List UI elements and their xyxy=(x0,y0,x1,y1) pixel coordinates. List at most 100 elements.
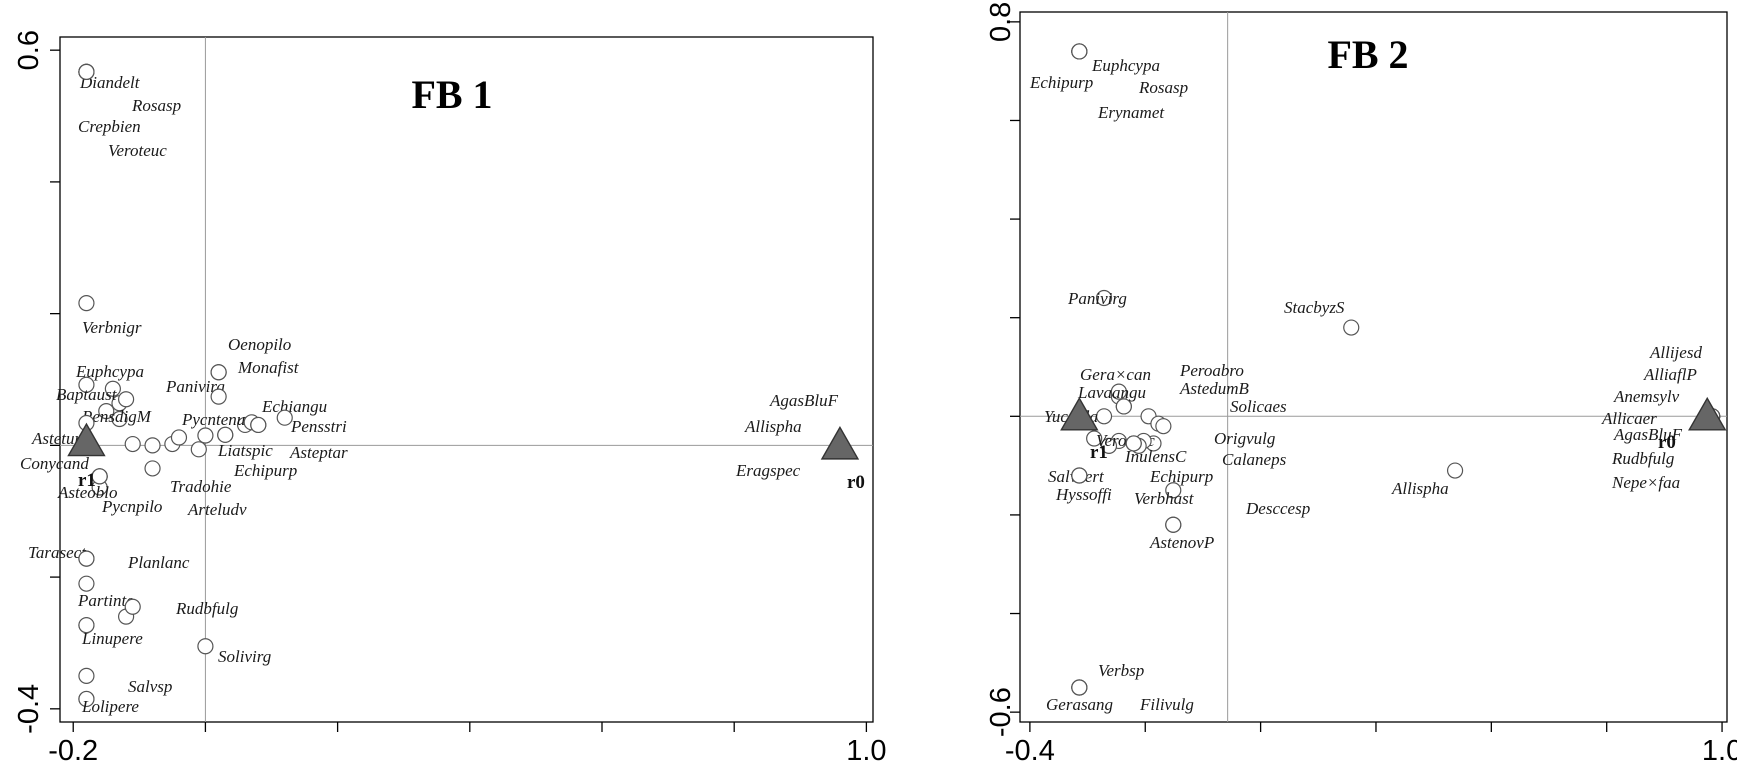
species-label: Linupere xyxy=(81,629,143,648)
species-label: AlliaflP xyxy=(1643,365,1697,384)
species-point xyxy=(104,380,121,397)
species-label: StacbyzS xyxy=(1284,298,1345,317)
species-label: Solivirg xyxy=(218,647,271,666)
species-label: Lavaangu xyxy=(1077,383,1146,402)
y-tick-label: 0.6 xyxy=(13,30,45,70)
species-point xyxy=(1446,462,1464,479)
species-point xyxy=(1165,482,1182,499)
species-point xyxy=(1343,319,1360,336)
species-label: Salvsp xyxy=(128,677,172,696)
species-point xyxy=(78,667,95,684)
y-tick-label: -0.4 xyxy=(13,684,45,734)
species-point xyxy=(1115,398,1132,415)
species-point xyxy=(217,426,234,443)
species-point xyxy=(117,391,135,408)
plot-frame xyxy=(1019,11,1728,723)
species-label: AstenovP xyxy=(1149,533,1214,552)
species-point xyxy=(210,388,227,405)
species-point xyxy=(1100,437,1118,454)
x-tick-label: 1.0 xyxy=(1702,735,1737,767)
species-label: Partinte xyxy=(77,591,134,610)
species-label: Origvulg xyxy=(1214,429,1275,448)
species-point xyxy=(197,638,214,655)
species-point xyxy=(1071,467,1088,484)
species-point xyxy=(78,294,95,312)
species-label: Oenopilo xyxy=(228,335,291,354)
environment-marker xyxy=(1060,396,1099,431)
species-label: Echipurp xyxy=(1029,73,1093,92)
species-label: Liatspic xyxy=(217,441,273,460)
species-point xyxy=(250,416,267,434)
environment-label: r0 xyxy=(847,472,865,493)
environment-label: r1 xyxy=(78,470,96,491)
species-label: InulensC xyxy=(1124,447,1187,466)
x-tick-label: 1.0 xyxy=(846,735,886,767)
species-label: Erynamet xyxy=(1097,103,1165,122)
y-tick-label: 0.8 xyxy=(985,2,1017,42)
species-label: Pycntenu xyxy=(181,410,245,429)
panel-title: FB 2 xyxy=(1327,32,1408,77)
species-label: Asteptar xyxy=(289,443,348,462)
x-tick-label: -0.4 xyxy=(1005,735,1055,767)
species-label: Allispha xyxy=(744,417,802,436)
panel-title: FB 1 xyxy=(411,72,492,117)
species-point xyxy=(98,403,115,420)
species-label: Pensstri xyxy=(290,417,347,436)
species-label: Solicaes xyxy=(1230,397,1287,416)
species-label: Asteoblo xyxy=(57,483,118,502)
species-label: AstedumB xyxy=(1179,379,1250,398)
species-label: Eragspec xyxy=(735,461,801,480)
species-label: Conycand xyxy=(20,454,89,473)
species-point xyxy=(91,468,108,485)
species-label: Euphcypa xyxy=(75,362,144,381)
species-label: Echipurp xyxy=(233,461,297,480)
x-tick-label: -0.2 xyxy=(48,735,98,767)
species-label: Panivirg xyxy=(1067,289,1127,308)
species-point xyxy=(78,617,95,634)
species-label: Diandelt xyxy=(79,73,141,92)
species-point xyxy=(78,575,95,592)
environment-marker xyxy=(1688,396,1727,431)
species-point xyxy=(1071,43,1088,60)
species-label: Allijesd xyxy=(1649,343,1702,362)
species-label: Allicaer xyxy=(1601,409,1657,428)
species-label: Crepbien xyxy=(78,117,141,136)
species-label: Calaneps xyxy=(1222,450,1287,469)
species-label: PensdigM xyxy=(81,407,152,426)
species-label: Baptaust xyxy=(56,385,118,404)
species-point xyxy=(78,550,95,567)
species-point xyxy=(210,364,227,381)
species-point xyxy=(124,598,141,615)
species-point xyxy=(144,460,161,477)
species-label: Rosasp xyxy=(1138,78,1188,97)
species-label: Tradohie xyxy=(170,477,232,496)
species-label: Peroabro xyxy=(1179,361,1244,380)
y-tick-label: -0.6 xyxy=(985,687,1017,737)
species-point xyxy=(78,376,95,393)
species-label: Veroteuc xyxy=(108,141,167,160)
species-label: Lolipere xyxy=(81,697,139,716)
species-point xyxy=(78,63,95,81)
species-point xyxy=(111,410,128,428)
species-point xyxy=(78,690,95,708)
environment-marker xyxy=(67,422,106,457)
species-point xyxy=(1095,408,1113,425)
environment-label: r0 xyxy=(1658,432,1676,453)
species-label: Desccesp xyxy=(1245,499,1310,518)
species-label: Anemsylv xyxy=(1613,387,1680,406)
species-label: Euphcypa xyxy=(1091,56,1160,75)
species-label: Nepe×faa xyxy=(1611,473,1680,492)
species-point xyxy=(1071,679,1088,696)
species-point xyxy=(1095,289,1113,307)
species-label: Tarasect xyxy=(28,543,87,562)
species-label: Verbhast xyxy=(1134,489,1195,508)
species-label: Echipurp xyxy=(1149,467,1213,486)
environment-marker xyxy=(820,425,860,460)
species-point xyxy=(1155,418,1172,435)
species-point xyxy=(1165,516,1182,533)
species-point xyxy=(1110,383,1127,400)
species-label: Rudbfulg xyxy=(1611,449,1674,468)
species-label: Gera×can xyxy=(1080,365,1151,384)
